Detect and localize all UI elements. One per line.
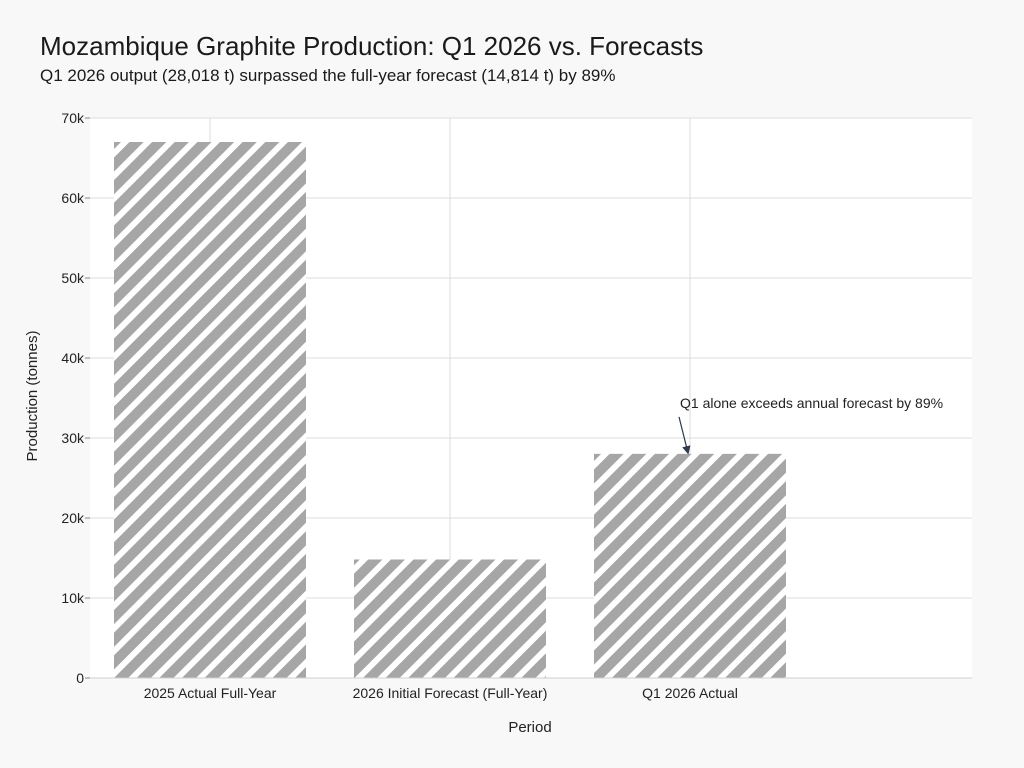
x-tick-label: 2025 Actual Full-Year	[144, 685, 277, 701]
chart-subtitle: Q1 2026 output (28,018 t) surpassed the …	[40, 66, 616, 85]
chart-title: Mozambique Graphite Production: Q1 2026 …	[40, 31, 704, 61]
annotation-arrow	[678, 416, 691, 455]
y-tick-label: 20k	[61, 510, 85, 526]
bars-group	[114, 142, 786, 678]
y-tick-label: 40k	[61, 350, 85, 366]
x-tick-label: 2026 Initial Forecast (Full-Year)	[353, 685, 548, 701]
y-axis-title: Production (tonnes)	[24, 331, 41, 462]
x-axis-title: Period	[508, 719, 551, 736]
y-tick-label: 60k	[61, 190, 85, 206]
y-axis: 0 10k 20k 30k 40k 50k 60k 70k	[61, 110, 972, 686]
y-tick-label: 50k	[61, 270, 85, 286]
y-tick-label: 10k	[61, 590, 85, 606]
y-tick-label: 30k	[61, 430, 85, 446]
bar	[354, 559, 546, 678]
annotation-group: Q1 alone exceeds annual forecast by 89%	[678, 395, 943, 455]
x-axis: 2025 Actual Full-Year 2026 Initial Foreca…	[144, 685, 738, 701]
bar	[114, 142, 306, 678]
annotation-text: Q1 alone exceeds annual forecast by 89%	[680, 395, 943, 411]
x-tick-label: Q1 2026 Actual	[642, 685, 738, 701]
y-tick-label: 0	[76, 670, 84, 686]
bar	[594, 453, 786, 678]
y-tick-label: 70k	[61, 110, 85, 126]
